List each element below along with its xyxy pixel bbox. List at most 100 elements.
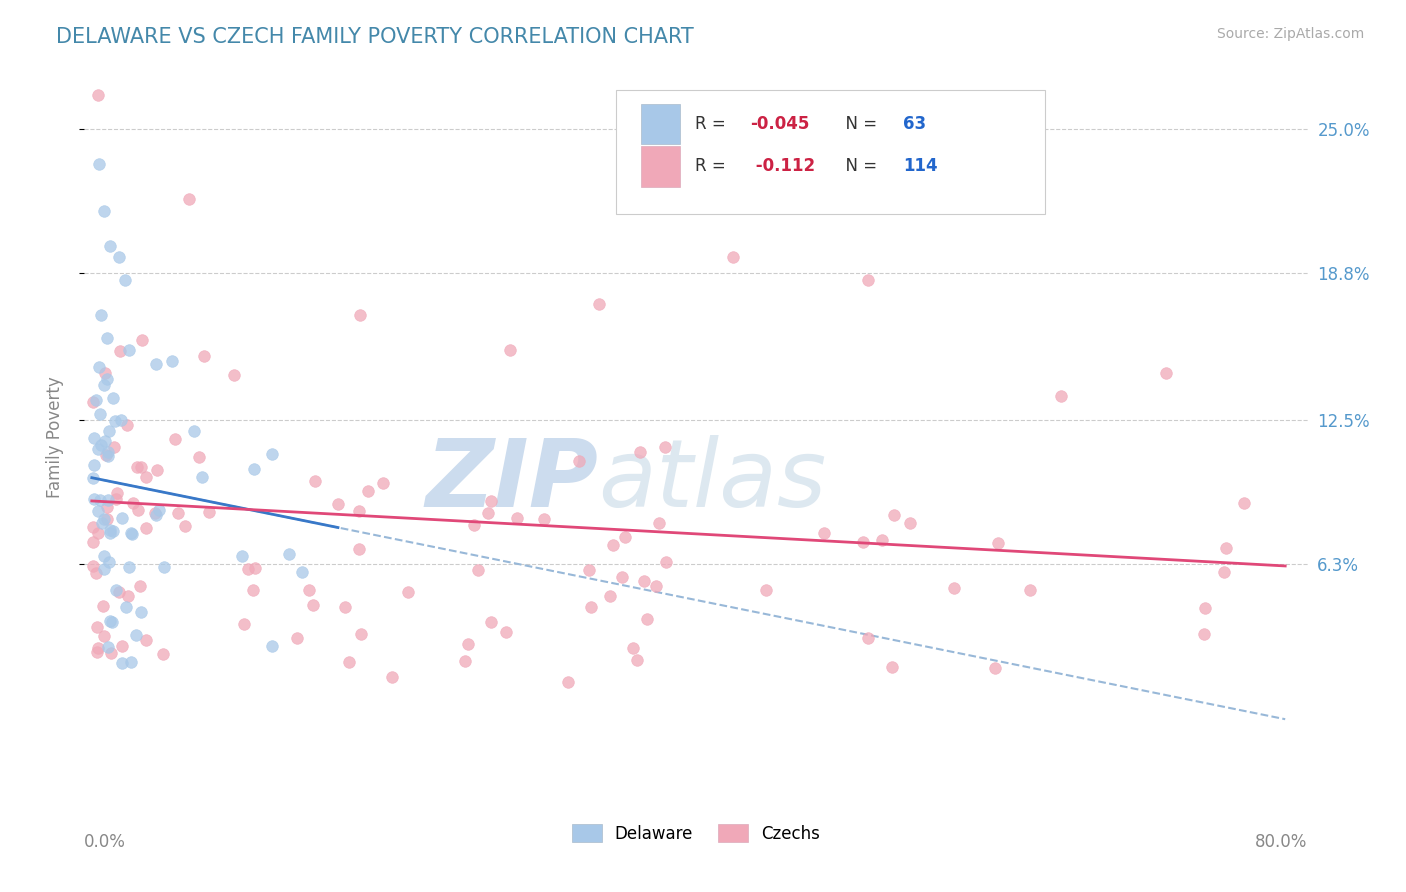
Point (813, 526, 835, 541)
Point (602, 538, 624, 552)
Point (870, 533, 893, 547)
Point (1050, 389, 1073, 403)
Point (82, 520, 104, 534)
Point (1154, 366, 1177, 380)
Point (481, 615, 503, 630)
Text: DELAWARE VS CZECH FAMILY POVERTY CORRELATION CHART: DELAWARE VS CZECH FAMILY POVERTY CORRELA… (56, 27, 695, 46)
Text: -0.045: -0.045 (749, 115, 810, 133)
Point (614, 530, 637, 544)
Point (277, 547, 299, 561)
Point (302, 598, 325, 612)
Point (243, 462, 266, 476)
Point (191, 470, 214, 484)
Point (145, 508, 167, 523)
Point (143, 507, 166, 521)
Point (723, 250, 745, 264)
Point (121, 527, 143, 541)
Point (97, 424, 120, 438)
Point (1018, 582, 1040, 597)
Point (326, 497, 349, 511)
Point (852, 535, 875, 549)
Point (1192, 626, 1215, 640)
Point (101, 524, 124, 538)
Point (135, 521, 157, 535)
Point (898, 516, 921, 530)
Point (347, 542, 370, 557)
Point (100, 523, 122, 537)
Text: 63: 63 (903, 115, 925, 133)
Point (86, 566, 108, 581)
Point (233, 617, 256, 632)
Point (97, 492, 120, 507)
Point (880, 660, 903, 674)
Point (636, 612, 658, 626)
Point (93, 562, 115, 576)
Point (93, 629, 115, 643)
Point (87, 526, 110, 541)
Point (1213, 565, 1236, 579)
Point (755, 582, 778, 597)
Point (86, 645, 108, 659)
FancyBboxPatch shape (616, 90, 1045, 214)
Point (96, 372, 118, 386)
Point (135, 470, 157, 484)
Point (128, 579, 150, 593)
Text: R =: R = (695, 158, 731, 176)
Point (120, 655, 142, 669)
Point (87, 442, 110, 457)
Point (648, 516, 671, 530)
Point (103, 440, 125, 454)
Point (633, 574, 655, 588)
Point (645, 579, 668, 593)
Point (287, 631, 309, 645)
Point (97, 449, 120, 463)
Point (100, 526, 122, 541)
Point (100, 615, 122, 630)
Point (110, 343, 132, 358)
Point (96, 512, 118, 526)
Point (987, 535, 1010, 549)
Point (120, 526, 142, 541)
Text: 0.0%: 0.0% (84, 833, 127, 851)
Point (97, 640, 120, 654)
Point (125, 460, 148, 475)
Point (1233, 496, 1256, 510)
Text: N =: N = (835, 115, 883, 133)
Point (463, 517, 485, 532)
Point (224, 368, 246, 382)
Point (98, 238, 121, 252)
Bar (641, 103, 681, 145)
Point (337, 655, 360, 669)
Point (105, 486, 128, 500)
Point (152, 559, 174, 574)
Point (557, 674, 579, 689)
Text: 114: 114 (903, 158, 938, 176)
Point (612, 570, 634, 584)
Point (349, 627, 371, 641)
Point (94, 448, 117, 462)
Point (90, 308, 112, 322)
Point (82, 471, 104, 485)
Point (108, 584, 131, 599)
Point (89, 492, 111, 507)
Point (858, 632, 880, 646)
Point (82, 395, 104, 409)
Point (114, 273, 136, 287)
Point (87, 360, 110, 375)
Point (97, 445, 120, 459)
Point (135, 632, 157, 647)
Point (579, 600, 602, 615)
Point (477, 506, 499, 520)
Point (174, 518, 197, 533)
Point (183, 424, 205, 438)
Y-axis label: Family Poverty: Family Poverty (45, 376, 63, 498)
Point (621, 640, 644, 655)
Point (107, 250, 129, 264)
Point (100, 646, 122, 660)
Point (498, 343, 520, 357)
Bar (641, 146, 681, 186)
Point (98, 555, 121, 569)
Point (105, 582, 128, 597)
Point (454, 654, 477, 668)
Point (177, 192, 200, 206)
